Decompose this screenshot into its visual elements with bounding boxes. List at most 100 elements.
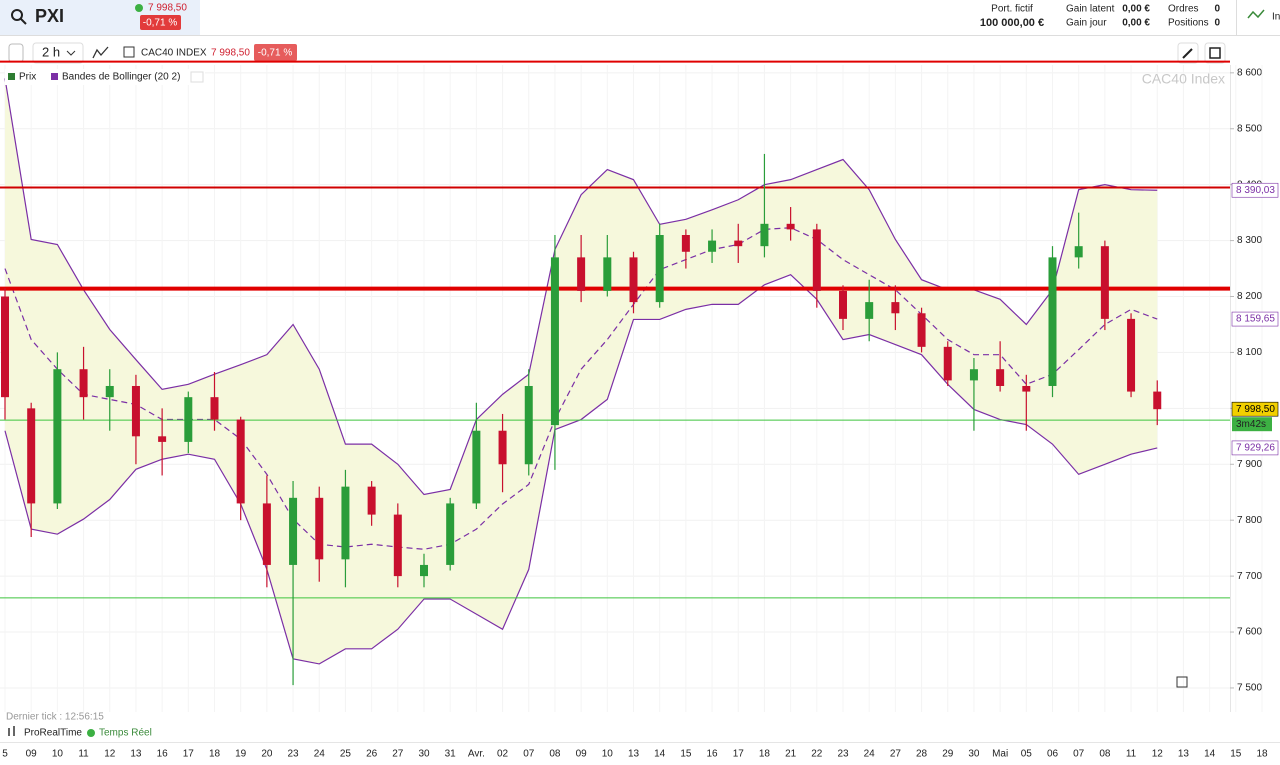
candle-body (969, 369, 978, 381)
legend-label: Bandes de Bollinger (20 2) (62, 72, 180, 83)
candle-body (289, 497, 298, 565)
last-tick: Dernier tick : 12:56:15 (6, 712, 104, 723)
symbol: PXI (35, 6, 64, 26)
x-tick-label: 07 (523, 749, 535, 760)
x-tick-label: 31 (445, 749, 457, 760)
status-dot (135, 4, 143, 12)
indicator-icon[interactable] (92, 46, 109, 59)
candle-body (734, 240, 743, 247)
candle-body (603, 257, 612, 291)
candle-body (550, 257, 559, 426)
candle-body (891, 302, 900, 314)
status: Temps Réel (99, 728, 152, 739)
candle-body (210, 397, 219, 420)
x-tick-label: 17 (183, 749, 195, 760)
gain-latent-label: Gain latent (1066, 4, 1115, 15)
bollinger-middle (4, 227, 1158, 550)
x-tick-label: 28 (916, 749, 928, 760)
x-tick-label: 17 (733, 749, 745, 760)
candle-body (1048, 257, 1057, 386)
orders-label[interactable]: Ordres (1168, 4, 1199, 15)
x-tick-label: 16 (707, 749, 719, 760)
toolbar-change-badge (254, 44, 297, 61)
candle-body (865, 302, 874, 319)
candle-body (577, 257, 586, 291)
candle-body (786, 223, 795, 230)
candle-body (105, 385, 114, 398)
info-icon[interactable] (123, 46, 135, 58)
gain-jour-value: 0,00 € (1122, 18, 1150, 29)
candle-body (917, 313, 926, 347)
toolbar-change: -0,71 % (258, 48, 293, 59)
x-tick-label: 07 (1073, 749, 1085, 760)
x-tick-label: 23 (837, 749, 849, 760)
candle-body (708, 240, 717, 252)
x-tick-label: 16 (157, 749, 169, 760)
price-label-box (1231, 440, 1279, 456)
legend-swatch (51, 73, 58, 80)
chart-icon[interactable] (1247, 9, 1265, 19)
x-tick-label: 08 (1099, 749, 1111, 760)
x-tick-label: 18 (209, 749, 221, 760)
provider: ProRealTime (24, 728, 82, 739)
portfolio-value: 100 000,00 € (980, 17, 1044, 29)
candle-body (1, 296, 9, 398)
x-tick-label: 12 (104, 749, 116, 760)
countdown-box (1232, 417, 1272, 432)
info-button[interactable] (1176, 676, 1188, 688)
y-tick-label: 7 700 (1237, 571, 1262, 582)
x-tick-label: 14 (654, 749, 666, 760)
candle-body (1127, 318, 1136, 392)
x-tick-label: 30 (968, 749, 980, 760)
x-tick-label: 08 (549, 749, 561, 760)
candle-body (681, 234, 690, 252)
change-badge (140, 15, 181, 30)
x-tick-label: 02 (497, 749, 509, 760)
y-tick-label: 7 900 (1237, 459, 1262, 470)
candle-body (1153, 391, 1162, 410)
x-tick-label: 18 (1256, 749, 1268, 760)
y-tick-label: 8 200 (1237, 291, 1262, 302)
candle-body (236, 419, 245, 504)
x-tick-label: 10 (602, 749, 614, 760)
x-tick-label: 29 (942, 749, 954, 760)
candle-body (629, 257, 638, 303)
x-tick-label: 13 (1178, 749, 1190, 760)
x-tick-label: 27 (392, 749, 404, 760)
search-icon[interactable] (11, 9, 23, 21)
x-tick-label: 19 (235, 749, 247, 760)
positions-label[interactable]: Positions (1168, 18, 1209, 29)
instrument: CAC40 INDEX (141, 48, 207, 59)
extra-menu[interactable]: In (1272, 12, 1280, 23)
candle-body (420, 564, 428, 577)
x-tick-label: 30 (418, 749, 430, 760)
x-tick-label: 15 (680, 749, 692, 760)
x-tick-label: 22 (811, 749, 823, 760)
gain-jour-label: Gain jour (1066, 18, 1107, 29)
legend-menu[interactable] (190, 71, 204, 83)
x-tick-label: 06 (1047, 749, 1059, 760)
candle-body (367, 486, 376, 515)
x-tick-label: 09 (576, 749, 588, 760)
toolbar-price: 7 998,50 (211, 48, 250, 59)
candle-body (341, 486, 350, 560)
x-tick-label: 21 (785, 749, 797, 760)
fullscreen-button[interactable] (1204, 42, 1226, 64)
x-tick-label: 14 (1204, 749, 1216, 760)
x-tick-label: 24 (864, 749, 876, 760)
candle-body (524, 385, 533, 465)
x-tick-label: Mai (992, 749, 1008, 760)
orders-value: 0 (1214, 4, 1220, 15)
price-label: 8 390,03 (1236, 185, 1275, 196)
candle-body (446, 503, 455, 565)
x-tick-label: Avr. (468, 749, 485, 760)
x-tick-label: 18 (759, 749, 771, 760)
gain-latent-value: 0,00 € (1122, 4, 1150, 15)
candle-body (1100, 246, 1109, 319)
header-change: -0,71 % (143, 18, 178, 29)
status-dot (87, 729, 95, 737)
header-price: 7 998,50 (148, 3, 187, 14)
price-label: 7 929,26 (1236, 443, 1275, 454)
interval-select[interactable] (32, 42, 84, 64)
